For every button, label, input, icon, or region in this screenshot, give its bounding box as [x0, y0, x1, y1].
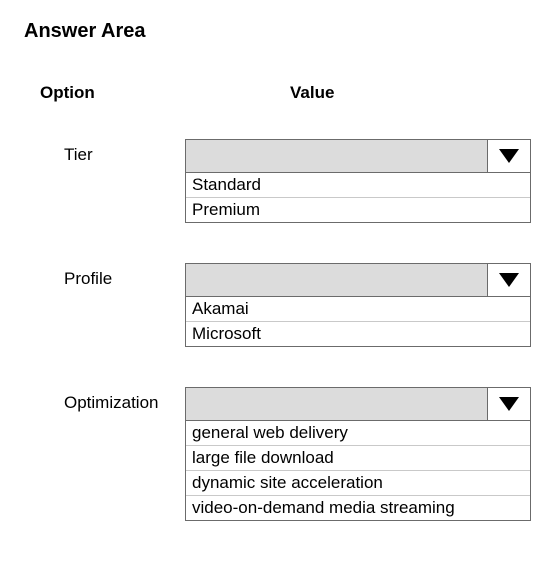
- profile-option[interactable]: Microsoft: [186, 321, 530, 346]
- optimization-options-list: general web delivery large file download…: [185, 421, 531, 521]
- tier-dropdown-button[interactable]: [488, 140, 530, 172]
- chevron-down-icon: [499, 149, 519, 163]
- optimization-selected-value: [186, 388, 488, 420]
- profile-row: Profile Akamai Microsoft: [24, 263, 531, 347]
- optimization-option[interactable]: dynamic site acceleration: [186, 470, 530, 495]
- header-value: Value: [194, 83, 334, 103]
- tier-option[interactable]: Premium: [186, 197, 530, 222]
- column-headers: Option Value: [24, 83, 531, 103]
- tier-row: Tier Standard Premium: [24, 139, 531, 223]
- tier-selected-value: [186, 140, 488, 172]
- optimization-dropdown-button[interactable]: [488, 388, 530, 420]
- profile-selected-value: [186, 264, 488, 296]
- profile-label: Profile: [24, 263, 185, 347]
- optimization-label: Optimization: [24, 387, 185, 521]
- profile-option[interactable]: Akamai: [186, 297, 530, 321]
- tier-options-list: Standard Premium: [185, 173, 531, 223]
- profile-dropdown-button[interactable]: [488, 264, 530, 296]
- optimization-row: Optimization general web delivery large …: [24, 387, 531, 521]
- optimization-option[interactable]: general web delivery: [186, 421, 530, 445]
- chevron-down-icon: [499, 273, 519, 287]
- tier-label: Tier: [24, 139, 185, 223]
- optimization-dropdown-selected[interactable]: [185, 387, 531, 421]
- page-title: Answer Area: [24, 20, 531, 43]
- profile-dropdown: Akamai Microsoft: [185, 263, 531, 347]
- header-option: Option: [24, 83, 194, 103]
- profile-options-list: Akamai Microsoft: [185, 297, 531, 347]
- tier-dropdown-selected[interactable]: [185, 139, 531, 173]
- profile-dropdown-selected[interactable]: [185, 263, 531, 297]
- optimization-option[interactable]: large file download: [186, 445, 530, 470]
- optimization-dropdown: general web delivery large file download…: [185, 387, 531, 521]
- optimization-option[interactable]: video-on-demand media streaming: [186, 495, 530, 520]
- tier-option[interactable]: Standard: [186, 173, 530, 197]
- chevron-down-icon: [499, 397, 519, 411]
- tier-dropdown: Standard Premium: [185, 139, 531, 223]
